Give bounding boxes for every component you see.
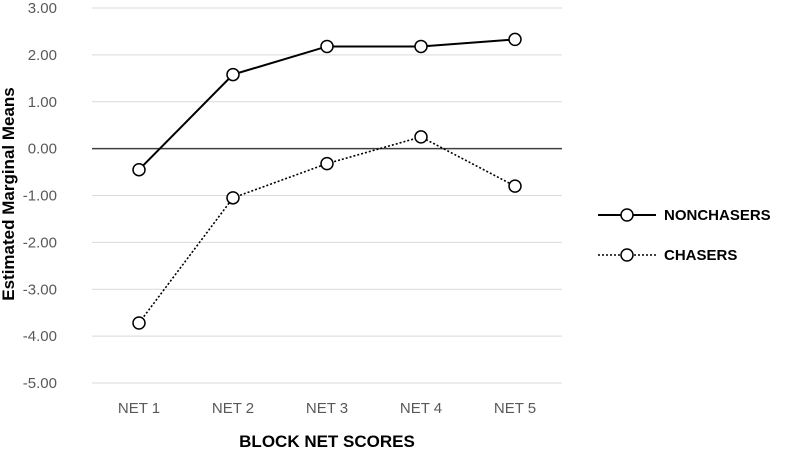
- y-tick-label: 0.00: [28, 141, 57, 158]
- y-tick-label: -3.00: [23, 281, 57, 298]
- gridlines: [92, 7, 562, 384]
- x-tick-label: NET 1: [118, 400, 160, 417]
- x-tick-label: NET 4: [400, 400, 442, 417]
- data-point-nonchasers: [226, 67, 240, 82]
- legend: NONCHASERS CHASERS: [598, 207, 771, 264]
- data-point-chasers: [132, 316, 146, 330]
- y-tick-label: 1.00: [28, 94, 57, 111]
- y-axis-title: Estimated Marginal Means: [0, 87, 18, 301]
- legend-marker: [620, 248, 634, 262]
- x-tick-label: NET 3: [306, 400, 348, 417]
- data-point-chasers: [226, 191, 240, 205]
- data-point-nonchasers: [414, 39, 428, 54]
- x-axis-title: BLOCK NET SCORES: [239, 432, 415, 451]
- y-tick-label: -5.00: [23, 375, 57, 392]
- data-point-nonchasers: [320, 39, 334, 54]
- y-tick-label: -2.00: [23, 234, 57, 251]
- y-tick-label: -1.00: [23, 188, 57, 205]
- y-tick-label: -4.00: [23, 328, 57, 345]
- x-axis-ticks: NET 1 NET 2 NET 3 NET 4 NET 5: [118, 400, 536, 417]
- series-line-nonchasers: [138, 38, 516, 171]
- legend-label: NONCHASERS: [664, 207, 771, 224]
- x-tick-label: NET 2: [212, 400, 254, 417]
- data-point-nonchasers: [132, 162, 146, 177]
- data-point-nonchasers: [508, 32, 522, 47]
- legend-label: CHASERS: [664, 247, 737, 264]
- data-point-chasers: [414, 130, 428, 144]
- series-group: [132, 32, 522, 330]
- x-tick-label: NET 5: [494, 400, 536, 417]
- y-axis-ticks: 3.00 2.00 1.00 0.00 -1.00 -2.00 -3.00 -4.00 -5.0…: [23, 0, 57, 392]
- y-tick-label: 2.00: [28, 47, 57, 64]
- data-point-chasers: [320, 156, 334, 171]
- data-point-chasers: [508, 179, 522, 193]
- legend-marker: [620, 208, 634, 222]
- y-tick-label: 3.00: [28, 0, 57, 17]
